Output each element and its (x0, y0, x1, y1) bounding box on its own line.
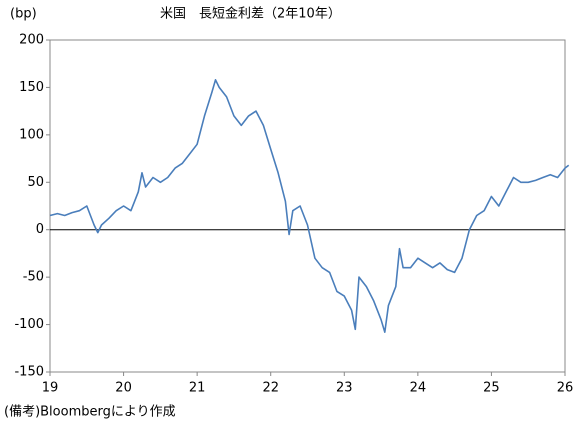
chart-title: 米国 長短金利差（2年10年） (160, 6, 341, 22)
y-tick-label: 100 (19, 127, 44, 142)
y-tick-label: -50 (23, 270, 44, 285)
y-tick-label: -100 (14, 317, 44, 332)
note: (備考)Bloombergにより作成 (4, 404, 176, 420)
y-tick-label: 0 (36, 222, 44, 237)
x-tick-label: 23 (336, 381, 353, 396)
x-tick-label: 24 (410, 381, 427, 396)
x-tick-label: 25 (483, 381, 500, 396)
y-tick-label: -150 (14, 365, 44, 380)
x-tick-label: 19 (42, 381, 59, 396)
y-tick-label: 200 (19, 33, 44, 48)
y-tick-label: 50 (27, 175, 44, 190)
plot-frame (49, 39, 566, 373)
y-tick-label: 150 (19, 80, 44, 95)
x-tick-label: 26 (557, 381, 574, 396)
data-line (49, 79, 570, 333)
x-tick-label: 20 (115, 381, 132, 396)
x-tick-label: 21 (189, 381, 206, 396)
x-tick-label: 22 (262, 381, 279, 396)
y-unit: (bp) (10, 7, 37, 22)
